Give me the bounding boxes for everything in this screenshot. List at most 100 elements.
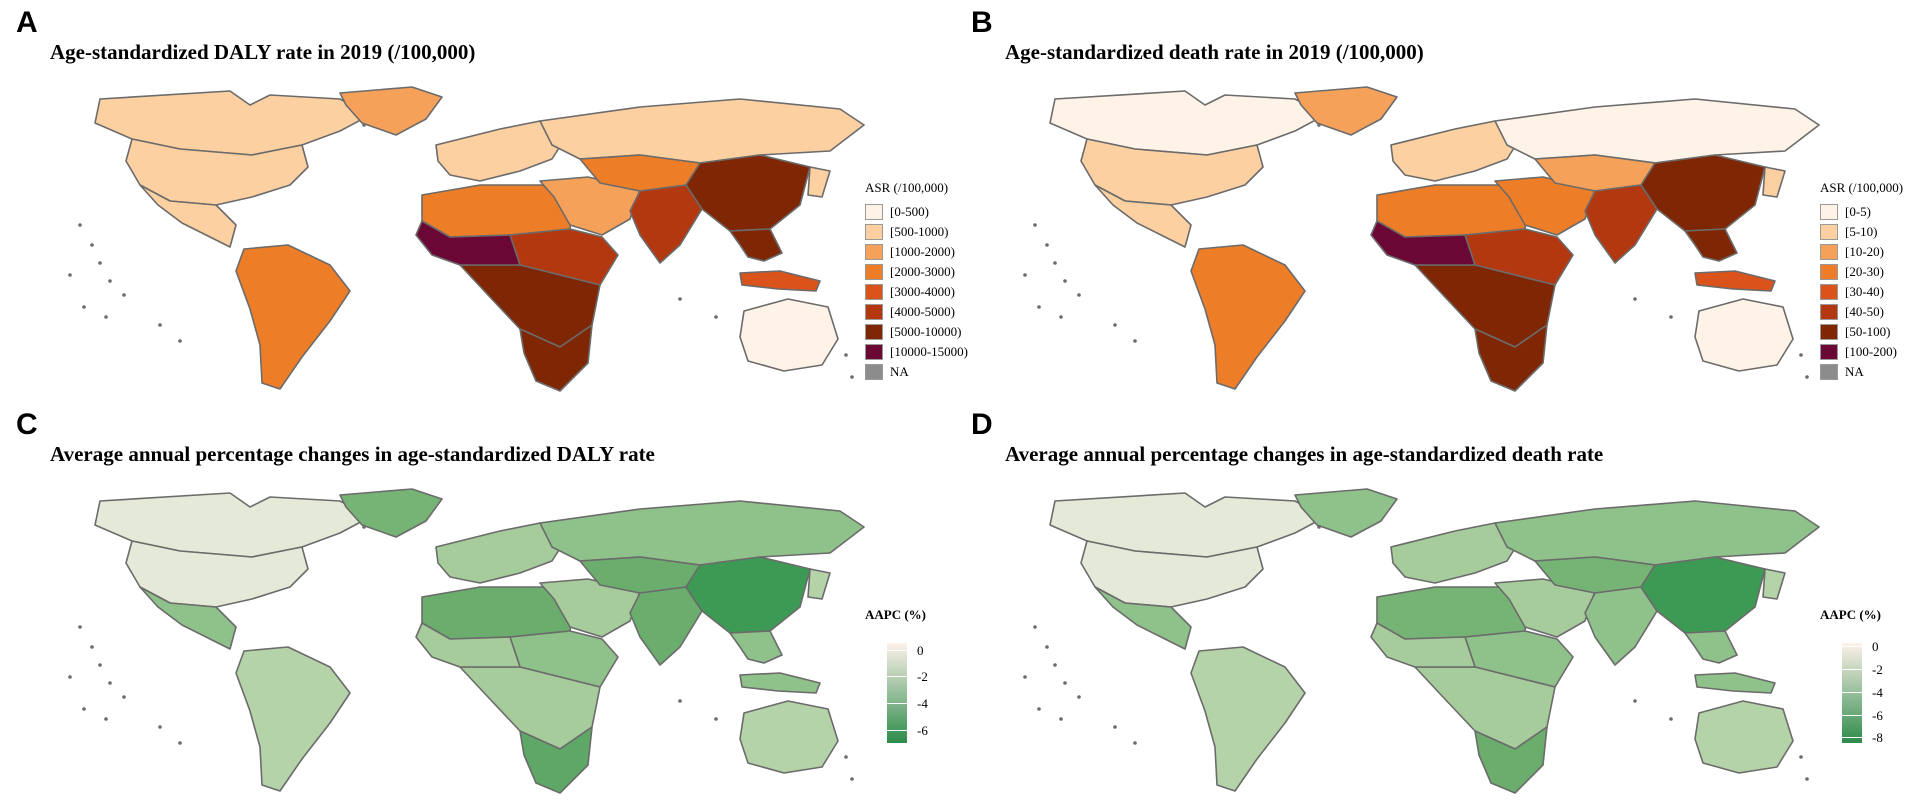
legend-item: NA (1820, 362, 1903, 382)
island-dot (158, 725, 162, 729)
legend-item: [500-1000) (865, 222, 968, 242)
world-map (68, 488, 865, 794)
region-southern-africa (519, 324, 593, 392)
world-map (68, 86, 865, 392)
map-title: Average annual percentage changes in age… (50, 442, 655, 466)
region-west-africa (1370, 622, 1476, 668)
island-dot (1023, 675, 1027, 679)
region-west-africa (415, 220, 521, 266)
region-russia (1494, 500, 1820, 566)
legend-swatch (1820, 224, 1838, 240)
island-dot (68, 273, 72, 277)
island-dot (1133, 339, 1137, 343)
colorbar-tickmark (887, 649, 907, 651)
panel-letter: A (16, 6, 38, 39)
island-dot (158, 323, 162, 327)
island-dot (122, 293, 126, 297)
island-dot (1317, 525, 1321, 529)
legend-label: [10-20) (1845, 244, 1884, 259)
island-dot (78, 625, 82, 629)
region-russia (539, 98, 865, 164)
region-australia (739, 298, 839, 372)
colorbar-tick: -4 (917, 696, 928, 711)
region-south-asia (629, 184, 703, 264)
legend-swatch (1820, 324, 1838, 340)
panel-letter: D (971, 408, 993, 441)
panel-letter: B (971, 6, 993, 39)
region-russia (539, 500, 865, 566)
region-indonesia (739, 270, 821, 292)
colorbar-tick: -6 (917, 722, 928, 738)
island-dot (1059, 315, 1063, 319)
island-dot (178, 339, 182, 343)
region-china (685, 154, 811, 232)
legend-label: [0-5) (1845, 204, 1871, 219)
region-japan-east-asia (1762, 166, 1786, 198)
region-europe (1390, 522, 1522, 584)
legend-label: [40-50) (1845, 304, 1884, 319)
legend-swatch (1820, 304, 1838, 320)
colorbar-title: AAPC (%) (865, 607, 927, 622)
legend-item: NA (865, 362, 968, 382)
region-mexico-central-america (1094, 586, 1192, 650)
region-indonesia (739, 672, 821, 694)
island-dot (1077, 695, 1081, 699)
region-southern-africa (1474, 726, 1548, 794)
region-europe (435, 120, 567, 182)
legend-item: [0-5) (1820, 202, 1903, 222)
legend-item: [3000-4000) (865, 282, 968, 302)
region-west-africa (1370, 220, 1476, 266)
colorbar-tick: -6 (1872, 707, 1883, 723)
legend-item: [20-30) (1820, 262, 1903, 282)
island-dot (1805, 375, 1809, 379)
island-dot (1633, 297, 1637, 301)
legend-label: NA (1845, 364, 1864, 379)
colorbar-gradient (1842, 643, 1862, 743)
panel-c: C Average annual percentage changes in a… (0, 402, 955, 803)
region-southern-africa (1474, 324, 1548, 392)
legend-swatch (865, 264, 883, 280)
island-dot (98, 663, 102, 667)
region-europe (1390, 120, 1522, 182)
region-mexico-central-america (139, 184, 237, 248)
region-greenland (339, 488, 443, 538)
colorbar-legend: AAPC (%) 0 -2 -4 -6 (865, 607, 928, 743)
colorbar-tick: -2 (917, 669, 928, 685)
region-usa (125, 138, 309, 206)
island-dot (1053, 663, 1057, 667)
island-dot (1805, 777, 1809, 781)
island-dot (844, 353, 848, 357)
island-dot (1037, 305, 1041, 309)
legend-swatch (865, 304, 883, 320)
legend-item: [4000-5000) (865, 302, 968, 322)
map-title: Age-standardized DALY rate in 2019 (/100… (50, 40, 476, 64)
legend-swatch (1820, 264, 1838, 280)
island-dot (1669, 315, 1673, 319)
island-dot (108, 279, 112, 283)
island-dot (1053, 261, 1057, 265)
region-south-asia (1584, 184, 1658, 264)
legend-item: [10000-15000) (865, 342, 968, 362)
region-australia (1694, 700, 1794, 774)
region-south-asia (629, 586, 703, 666)
island-dot (68, 675, 72, 679)
region-southern-africa (519, 726, 593, 794)
colorbar-tick: -4 (1872, 684, 1883, 700)
legend-label: [2000-3000) (890, 264, 955, 279)
legend-title: ASR (/100,000) (865, 180, 949, 195)
legend-label: [500-1000) (890, 224, 949, 239)
island-dot (178, 741, 182, 745)
region-southeast-asia (1684, 630, 1738, 664)
region-south-america (235, 646, 351, 792)
island-dot (714, 717, 718, 721)
island-dot (1063, 279, 1067, 283)
island-dot (90, 645, 94, 649)
region-china (1640, 556, 1766, 634)
panel-letter: C (16, 408, 38, 441)
colorbar-tick: -2 (1872, 662, 1883, 678)
region-west-africa (415, 622, 521, 668)
island-dot (82, 305, 86, 309)
legend-label: [30-40) (1845, 284, 1884, 299)
legend-item: [5000-10000) (865, 322, 968, 342)
island-dot (1133, 741, 1137, 745)
